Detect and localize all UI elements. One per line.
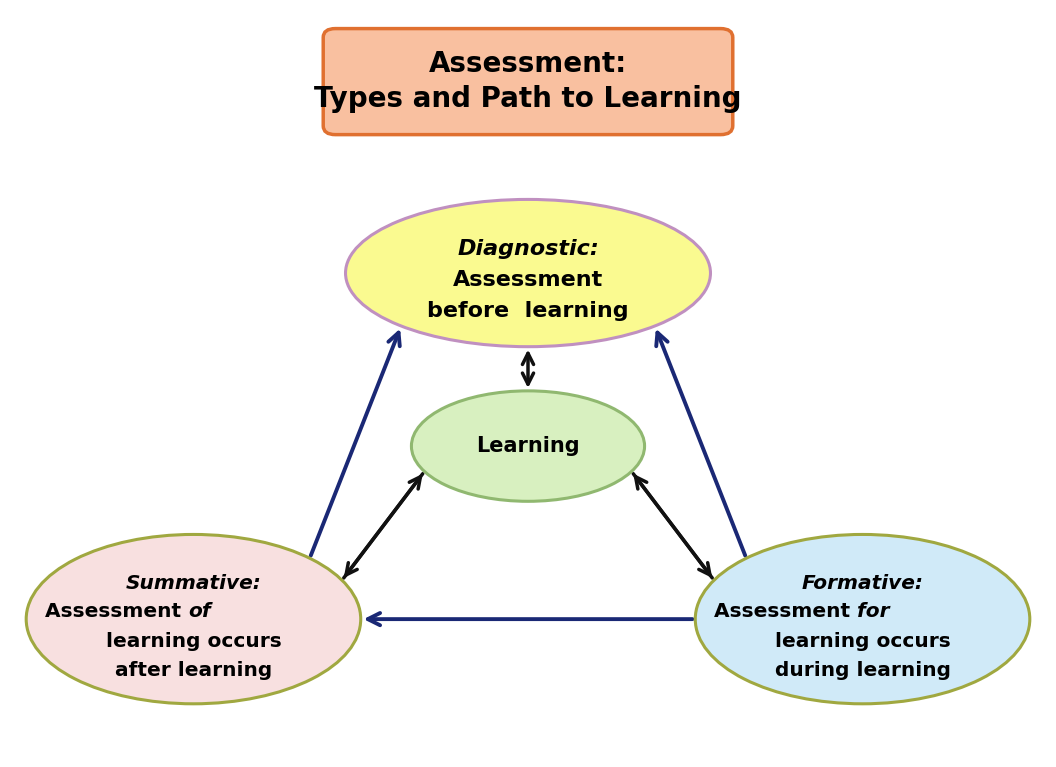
Ellipse shape xyxy=(345,199,711,347)
FancyBboxPatch shape xyxy=(323,28,733,135)
Text: Assessment: Assessment xyxy=(45,602,188,621)
Text: of: of xyxy=(188,602,211,621)
Text: after learning: after learning xyxy=(115,661,272,680)
Text: Assessment: Assessment xyxy=(714,602,857,621)
Text: Assessment:
Types and Path to Learning: Assessment: Types and Path to Learning xyxy=(315,50,741,114)
Text: for: for xyxy=(857,602,890,621)
Ellipse shape xyxy=(26,535,361,704)
Text: learning occurs: learning occurs xyxy=(775,632,950,650)
Text: Diagnostic:: Diagnostic: xyxy=(457,239,599,259)
Text: before  learning: before learning xyxy=(428,301,628,321)
Ellipse shape xyxy=(412,391,644,502)
Text: Summative:: Summative: xyxy=(126,574,261,594)
Text: Assessment: Assessment xyxy=(453,271,603,291)
Ellipse shape xyxy=(695,535,1030,704)
Text: during learning: during learning xyxy=(774,661,950,680)
Text: learning occurs: learning occurs xyxy=(106,632,281,650)
Text: Learning: Learning xyxy=(476,436,580,456)
Text: Formative:: Formative: xyxy=(802,574,924,594)
